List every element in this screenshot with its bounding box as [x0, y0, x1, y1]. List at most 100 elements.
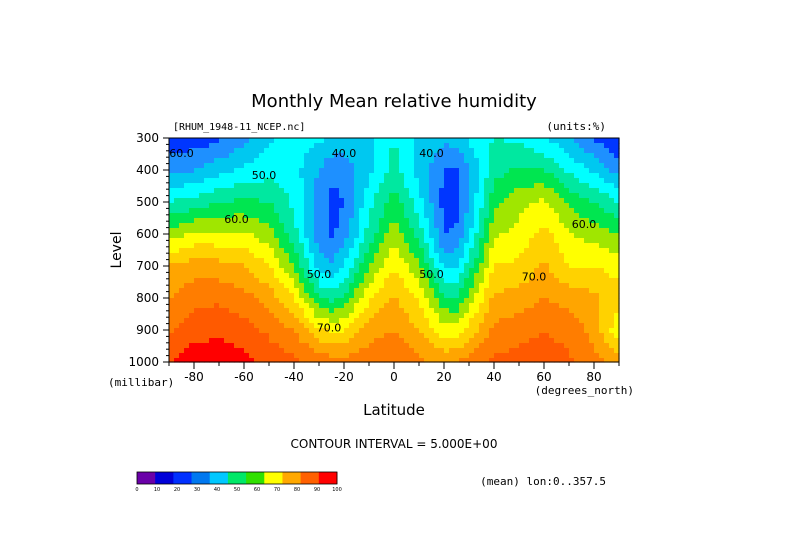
field-cell [509, 343, 515, 349]
field-cell [529, 233, 535, 239]
field-cell [454, 248, 460, 254]
field-cell [409, 308, 415, 314]
field-cell [354, 323, 360, 329]
field-cell [539, 143, 545, 149]
field-cell [229, 283, 235, 289]
field-cell [369, 148, 375, 154]
field-cell [344, 163, 350, 169]
field-cell [579, 183, 585, 189]
field-cell [189, 253, 195, 259]
field-cell [489, 228, 495, 234]
field-cell [534, 238, 540, 244]
field-cell [304, 223, 310, 229]
field-cell [569, 208, 575, 214]
field-cell [224, 193, 230, 199]
field-cell [554, 158, 560, 164]
field-cell [219, 298, 225, 304]
field-cell [509, 283, 515, 289]
field-cell [529, 278, 535, 284]
field-cell [189, 243, 195, 249]
field-cell [434, 168, 440, 174]
field-cell [529, 343, 535, 349]
field-cell [364, 183, 370, 189]
field-cell [284, 158, 290, 164]
field-cell [494, 243, 500, 249]
field-cell [399, 228, 405, 234]
field-cell [194, 298, 200, 304]
field-cell [539, 358, 545, 363]
field-cell [589, 188, 595, 194]
field-cell [564, 223, 570, 229]
field-cell [324, 193, 330, 199]
field-cell [479, 288, 485, 294]
field-cell [279, 318, 285, 324]
field-cell [169, 213, 175, 219]
field-cell [574, 178, 580, 184]
field-cell [474, 193, 480, 199]
field-cell [254, 178, 260, 184]
field-cell [569, 278, 575, 284]
field-cell [489, 293, 495, 299]
field-cell [474, 328, 480, 334]
field-cell [259, 188, 265, 194]
field-cell [319, 203, 325, 209]
field-cell [284, 328, 290, 334]
field-cell [344, 213, 350, 219]
field-cell [454, 318, 460, 324]
field-cell [329, 243, 335, 249]
field-cell [559, 273, 565, 279]
field-cell [369, 293, 375, 299]
field-cell [199, 138, 205, 144]
field-cell [504, 318, 510, 324]
field-cell [484, 198, 490, 204]
field-cell [499, 268, 505, 274]
field-cell [394, 278, 400, 284]
field-cell [574, 183, 580, 189]
field-cell [329, 313, 335, 319]
field-cell [219, 208, 225, 214]
field-cell [229, 138, 235, 144]
field-cell [299, 253, 305, 259]
field-cell [444, 148, 450, 154]
field-cell [439, 213, 445, 219]
field-cell [569, 198, 575, 204]
field-cell [229, 213, 235, 219]
field-cell [534, 148, 540, 154]
field-cell [254, 158, 260, 164]
field-cell [454, 353, 460, 359]
field-cell [284, 203, 290, 209]
field-cell [224, 358, 230, 363]
field-cell [464, 138, 470, 144]
field-cell [499, 193, 505, 199]
field-cell [414, 148, 420, 154]
field-cell [424, 358, 430, 363]
field-cell [269, 258, 275, 264]
field-cell [614, 328, 620, 334]
field-cell [339, 303, 345, 309]
field-cell [294, 153, 300, 159]
field-cell [229, 248, 235, 254]
field-cell [369, 323, 375, 329]
field-cell [299, 203, 305, 209]
field-cell [379, 208, 385, 214]
field-cell [574, 218, 580, 224]
field-cell [364, 243, 370, 249]
field-cell [429, 148, 435, 154]
field-cell [314, 183, 320, 189]
field-cell [314, 278, 320, 284]
field-cell [289, 348, 295, 354]
field-cell [449, 148, 455, 154]
field-cell [299, 308, 305, 314]
field-cell [299, 193, 305, 199]
field-cell [434, 203, 440, 209]
field-cell [204, 218, 210, 224]
field-cell [204, 258, 210, 264]
field-cell [479, 303, 485, 309]
field-cell [299, 288, 305, 294]
field-cell [554, 143, 560, 149]
field-cell [259, 158, 265, 164]
x-tick-label: -60 [234, 370, 254, 384]
field-cell [534, 293, 540, 299]
field-cell [399, 163, 405, 169]
field-cell [599, 143, 605, 149]
